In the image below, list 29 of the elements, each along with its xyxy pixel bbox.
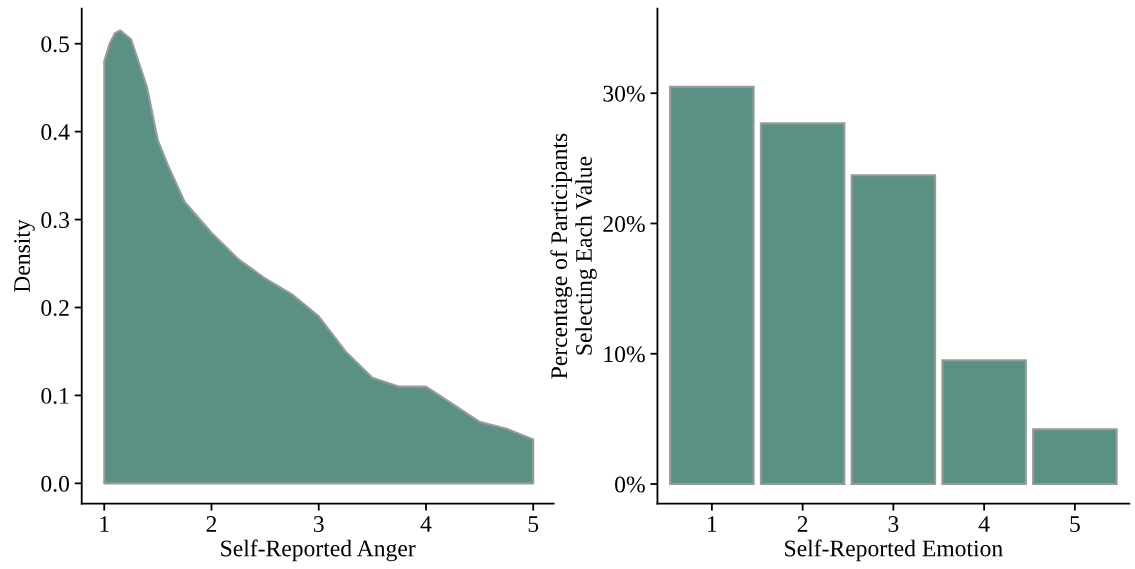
x-tick-label: 4 — [420, 516, 432, 532]
y-tick-label: 10% — [604, 346, 645, 363]
x-tick-label: 5 — [528, 516, 539, 532]
y-tick-label: 0.3 — [41, 212, 69, 229]
bar — [941, 359, 1027, 486]
x-tick-label: 1 — [100, 516, 109, 532]
y-tick-label: 30% — [603, 85, 645, 102]
bar — [1032, 428, 1118, 486]
y-tick-label: 0.5 — [41, 36, 69, 53]
x-tick-label: 2 — [206, 516, 217, 532]
y-axis-title: Density — [14, 219, 35, 293]
y-tick-label: 0.0 — [41, 475, 70, 492]
y-tick-label: 0.1 — [41, 387, 69, 404]
x-tick-label: 4 — [978, 516, 990, 532]
y-tick-label: 0.4 — [41, 124, 70, 141]
x-tick-label: 3 — [313, 516, 324, 532]
bar — [759, 122, 846, 486]
y-tick-label: 0.2 — [41, 299, 69, 317]
x-tick-label: 2 — [797, 516, 808, 532]
x-tick-label: 5 — [1070, 516, 1080, 532]
x-tick-label: 1 — [708, 516, 717, 532]
x-tick-label: 3 — [888, 516, 899, 532]
y-axis-title: Percentage of Participants Selecting Each Value — [550, 133, 597, 379]
x-axis-title: Self-Reported Anger — [221, 539, 416, 562]
x-axis-title: Self-Reported Emotion — [785, 539, 1003, 562]
y-tick-label: 0% — [615, 476, 645, 493]
bar — [669, 85, 755, 486]
y-tick-label: 20% — [603, 215, 645, 232]
bar — [850, 174, 937, 486]
